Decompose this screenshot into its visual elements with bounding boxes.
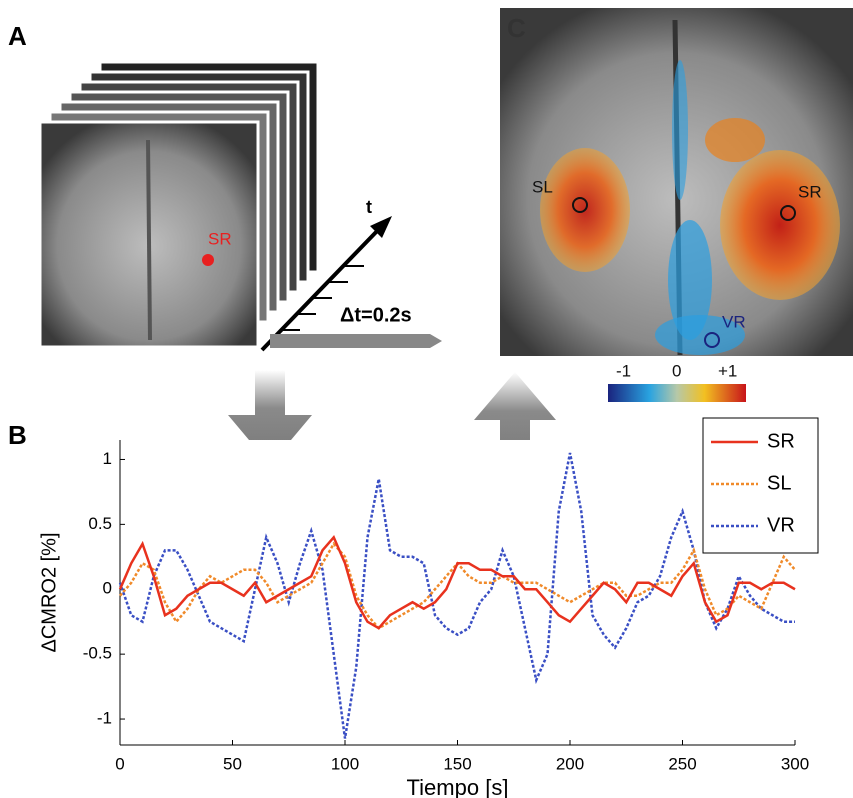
activation-map — [500, 8, 853, 402]
legend-label: VR — [767, 514, 795, 536]
x-tick-label: 300 — [781, 754, 809, 773]
line-chart: 0 50 100 150 200 250 300 -1 -0.5 0 0.5 1 Tiempo [s] Δ… — [38, 417, 819, 798]
frame-stack — [38, 60, 320, 349]
legend-label: SL — [767, 472, 791, 494]
y-tick-label: 0 — [103, 579, 112, 598]
y-tick-label: 1 — [103, 449, 112, 468]
x-tick-label: 0 — [115, 754, 124, 773]
panel-label: A — [8, 21, 27, 51]
x-tick-label: 250 — [668, 754, 696, 773]
time-axis — [260, 216, 442, 352]
legend: SR SL VR — [702, 417, 819, 554]
panel-label: B — [8, 420, 27, 450]
image-labels: SR SL SR VR -1 0 +1 — [208, 177, 822, 380]
series-line — [118, 535, 796, 630]
plot-area — [120, 440, 795, 745]
roi-label: SL — [532, 177, 553, 196]
series-line — [118, 452, 795, 739]
roi-label: VR — [722, 312, 746, 331]
roi-label: SR — [798, 182, 822, 201]
x-tick-label: 200 — [556, 754, 584, 773]
x-tick-label: 100 — [331, 754, 359, 773]
flow-arrows — [228, 370, 556, 470]
y-tick-label: -1 — [97, 709, 112, 728]
colorbar-label: +1 — [718, 361, 737, 380]
y-axis-label: ΔCMRO2 [%] — [38, 532, 60, 652]
roi-label: SR — [208, 229, 232, 248]
colorbar-label: -1 — [616, 361, 631, 380]
y-tick-label: -0.5 — [83, 644, 112, 663]
labels: A B C t Δt=0.2s — [8, 13, 526, 450]
y-tick-label: 0.5 — [88, 514, 112, 533]
x-tick-label: 50 — [223, 754, 242, 773]
x-tick-label: 150 — [443, 754, 471, 773]
time-label: t — [366, 197, 372, 217]
panel-label: C — [507, 13, 526, 43]
time-step: Δt=0.2s — [340, 304, 412, 326]
x-axis-label: Tiempo [s] — [407, 775, 509, 798]
legend-box — [702, 417, 819, 554]
legend-label: SR — [767, 430, 795, 452]
colorbar-label: 0 — [672, 361, 681, 380]
